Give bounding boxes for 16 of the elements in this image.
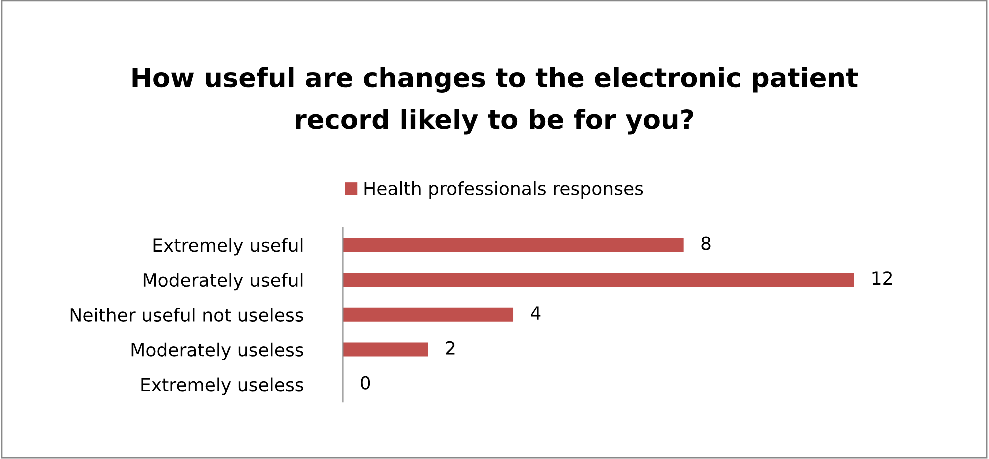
data-label: 2 (446, 341, 455, 355)
bar (343, 308, 514, 322)
y-tick-label: Extremely useful (154, 238, 303, 256)
legend-label: Health professionals responses (364, 181, 644, 199)
data-label: 0 (361, 376, 370, 390)
data-label: 4 (531, 306, 541, 320)
data-label: 8 (702, 236, 711, 250)
y-tick-label: Neither useful not useless (70, 308, 304, 322)
y-tick-label: Extremely useless (142, 378, 304, 396)
data-label: 12 (872, 272, 892, 285)
bar (343, 342, 428, 357)
chart-title: How useful are changes to the electronic patient record likely to be for you? (132, 67, 858, 135)
bar (343, 238, 684, 252)
bar (343, 273, 854, 287)
y-tick-label: Moderately useless (132, 342, 304, 360)
y-tick-label: Moderately useful (144, 273, 303, 291)
